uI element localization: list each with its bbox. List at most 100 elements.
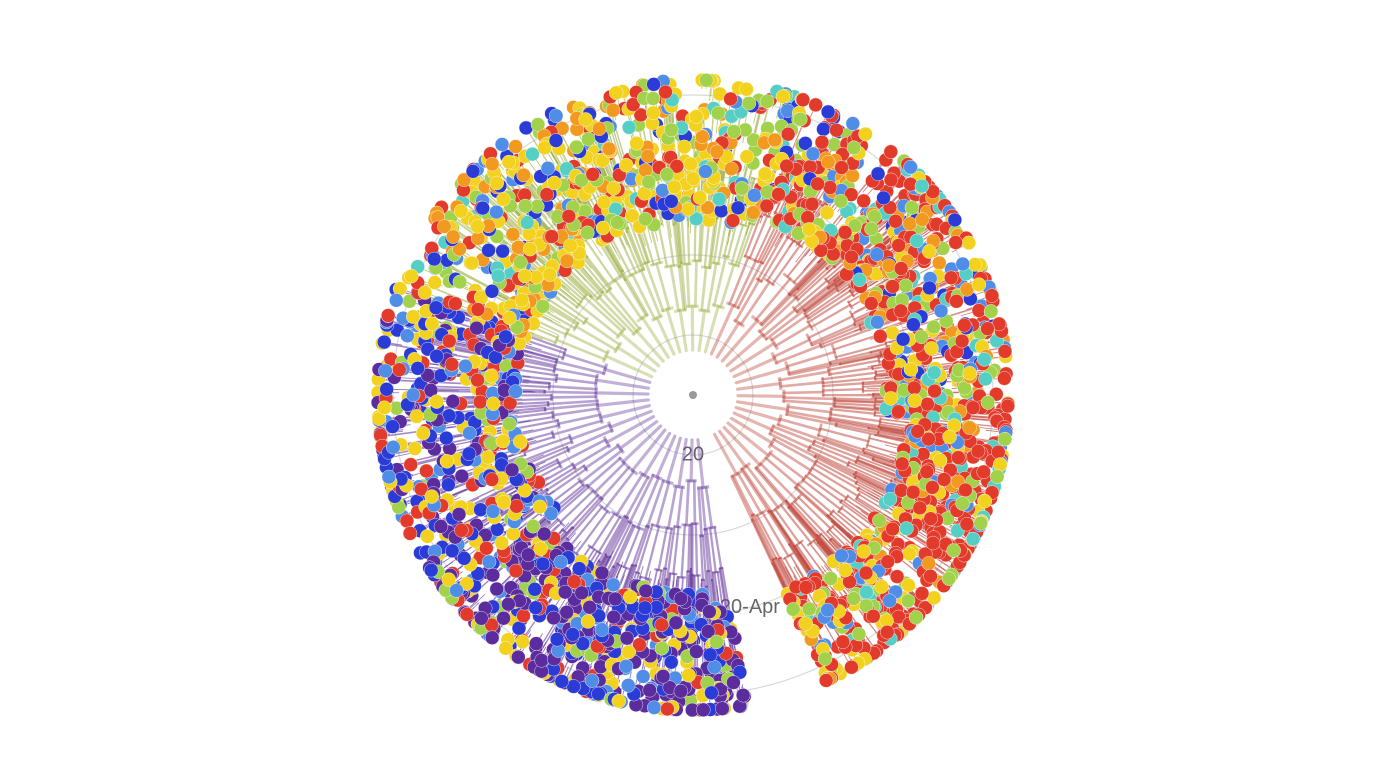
- tree-tip: [990, 470, 1004, 484]
- tree-tip: [760, 199, 774, 213]
- tree-tip: [972, 303, 986, 317]
- tree-tip: [698, 164, 712, 178]
- tree-tip: [966, 532, 980, 546]
- tree-tip: [715, 702, 729, 716]
- tree-tip: [704, 686, 718, 700]
- tree-tip: [926, 536, 940, 550]
- tree-tip: [866, 609, 880, 623]
- tree-tip: [693, 191, 707, 205]
- tree-tip: [977, 465, 991, 479]
- tree-tip: [1001, 399, 1015, 413]
- tree-tip: [638, 601, 652, 615]
- tree-tip: [424, 563, 438, 577]
- tree-tip: [899, 279, 913, 293]
- tree-tip: [482, 555, 496, 569]
- tree-tip: [984, 304, 998, 318]
- tree-tip: [772, 187, 786, 201]
- tree-tip: [518, 269, 532, 283]
- tree-tip: [476, 201, 490, 215]
- tree-tip: [446, 394, 460, 408]
- tree-tip: [942, 572, 956, 586]
- tree-tip: [454, 523, 468, 537]
- tree-tip: [747, 188, 761, 202]
- tree-tip: [534, 542, 548, 556]
- tree-tip: [875, 580, 889, 594]
- tree-tip: [726, 214, 740, 228]
- tree-tip: [430, 395, 444, 409]
- tree-tip: [981, 396, 995, 410]
- tree-tip: [622, 120, 636, 134]
- tree-tip: [943, 430, 957, 444]
- tree-tip: [515, 293, 529, 307]
- tree-tip: [870, 248, 884, 262]
- tree-tip: [445, 357, 459, 371]
- tree-tip: [465, 256, 479, 270]
- tree-tip: [377, 401, 391, 415]
- tree-tip: [956, 497, 970, 511]
- tree-tip: [883, 594, 897, 608]
- tree-tip: [927, 320, 941, 334]
- tree-tip: [646, 91, 660, 105]
- tree-tip: [434, 519, 448, 533]
- tree-tip: [906, 485, 920, 499]
- tree-tip: [490, 176, 504, 190]
- tree-tip: [899, 522, 913, 536]
- tree-tip: [607, 181, 621, 195]
- tree-tip: [699, 73, 713, 87]
- tree-tip: [925, 341, 939, 355]
- tree-tip: [859, 585, 873, 599]
- tree-tip: [486, 568, 500, 582]
- tree-tip: [428, 276, 442, 290]
- tree-tip: [891, 405, 905, 419]
- tree-tip: [499, 641, 513, 655]
- tree-tip: [997, 371, 1011, 385]
- tree-tip: [489, 205, 503, 219]
- tree-tip: [977, 352, 991, 366]
- tree-tip: [420, 529, 434, 543]
- tree-tip: [591, 687, 605, 701]
- tree-tip: [776, 90, 790, 104]
- tree-tip: [799, 617, 813, 631]
- tree-tip: [922, 556, 936, 570]
- tree-tip: [864, 296, 878, 310]
- tree-tip: [852, 273, 866, 287]
- tree-tip: [914, 330, 928, 344]
- tree-tip: [547, 611, 561, 625]
- tree-tip: [525, 147, 539, 161]
- tree-tip: [937, 472, 951, 486]
- tree-tip: [922, 281, 936, 295]
- tree-tip: [555, 674, 569, 688]
- tree-tip: [554, 555, 568, 569]
- tree-tip: [430, 349, 444, 363]
- tree-tip: [669, 616, 683, 630]
- tree-tip: [674, 684, 688, 698]
- tree-tip: [446, 230, 460, 244]
- tree-tip: [485, 157, 499, 171]
- tree-tip: [488, 350, 502, 364]
- tree-tip: [915, 586, 929, 600]
- tree-tip: [455, 469, 469, 483]
- tree-tip: [911, 424, 925, 438]
- tree-tip: [726, 676, 740, 690]
- tree-tip: [742, 96, 756, 110]
- tree-tip: [708, 660, 722, 674]
- tree-tip: [844, 660, 858, 674]
- tree-tip: [486, 504, 500, 518]
- tree-tip: [758, 167, 772, 181]
- tree-tip: [541, 161, 555, 175]
- tree-tip: [506, 527, 520, 541]
- tree-tip: [612, 694, 626, 708]
- tree-tip: [724, 162, 738, 176]
- tree-tip: [871, 167, 885, 181]
- tree-tip: [711, 106, 725, 120]
- tree-tip: [506, 227, 520, 241]
- tree-tip: [404, 269, 418, 283]
- tree-tip: [689, 645, 703, 659]
- tree-tip: [491, 269, 505, 283]
- tree-tip: [473, 395, 487, 409]
- tree-tip: [406, 388, 420, 402]
- tree-tip: [811, 177, 825, 191]
- tree-tip: [847, 141, 861, 155]
- tree-tip: [971, 444, 985, 458]
- tree-tip: [957, 318, 971, 332]
